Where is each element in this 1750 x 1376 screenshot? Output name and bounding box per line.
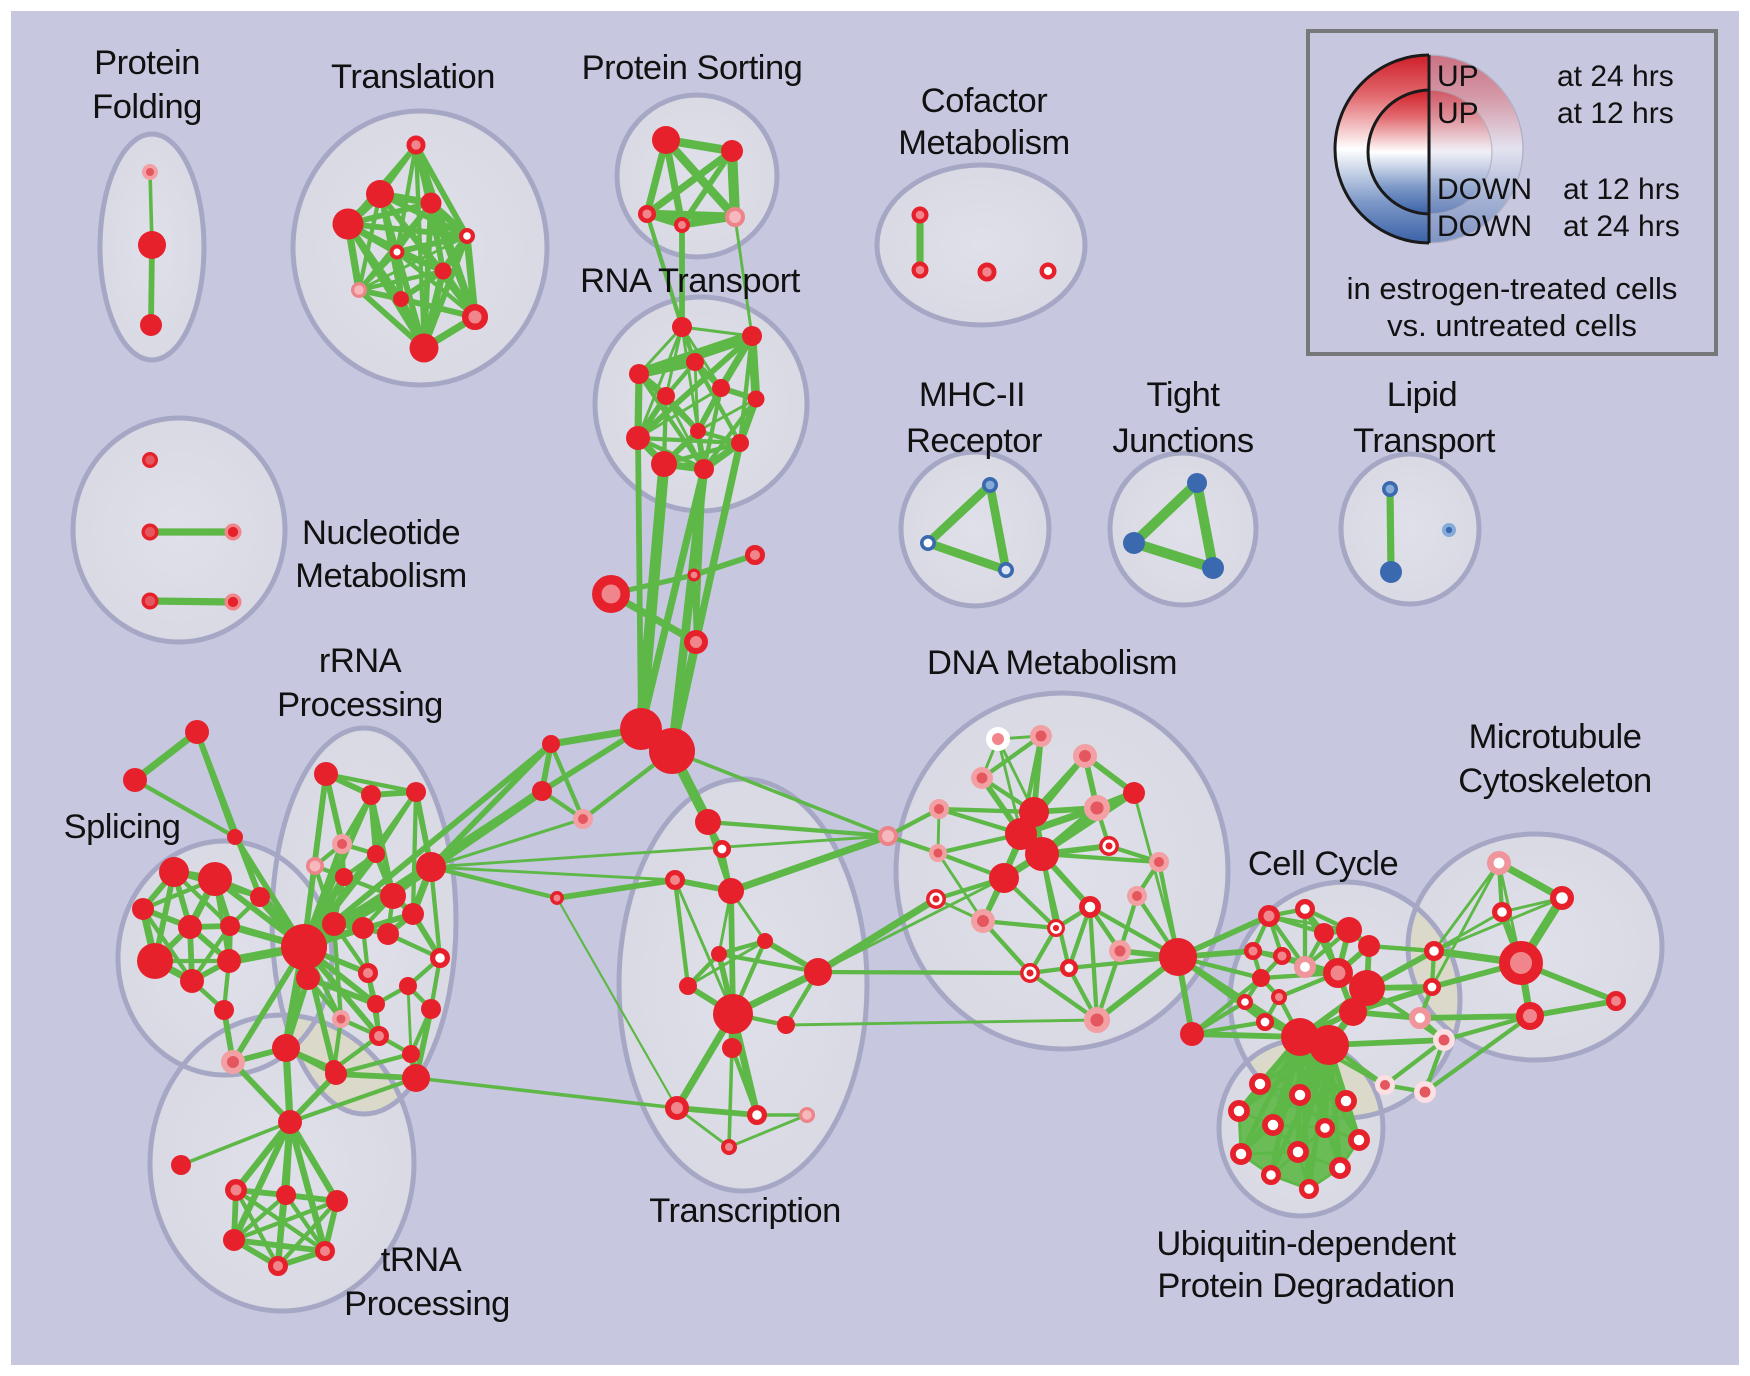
svg-text:Receptor: Receptor bbox=[906, 422, 1042, 460]
svg-text:UP: UP bbox=[1437, 97, 1479, 130]
svg-text:Transcription: Transcription bbox=[649, 1192, 841, 1230]
svg-text:at 24 hrs: at 24 hrs bbox=[1557, 60, 1674, 93]
svg-text:DNA Metabolism: DNA Metabolism bbox=[927, 644, 1177, 682]
svg-text:Folding: Folding bbox=[92, 88, 202, 126]
svg-text:MHC-II: MHC-II bbox=[919, 376, 1025, 414]
svg-text:Protein Degradation: Protein Degradation bbox=[1157, 1267, 1454, 1305]
svg-text:tRNA: tRNA bbox=[381, 1241, 462, 1279]
svg-text:Cell Cycle: Cell Cycle bbox=[1248, 845, 1398, 883]
svg-text:Splicing: Splicing bbox=[64, 808, 181, 846]
svg-text:Cytoskeleton: Cytoskeleton bbox=[1458, 762, 1651, 800]
svg-text:Junctions: Junctions bbox=[1112, 422, 1253, 460]
svg-text:Transport: Transport bbox=[1353, 422, 1496, 460]
svg-text:in estrogen-treated cells: in estrogen-treated cells bbox=[1347, 271, 1678, 306]
svg-text:Cofactor: Cofactor bbox=[921, 82, 1047, 120]
svg-text:Processing: Processing bbox=[344, 1285, 510, 1323]
svg-text:Metabolism: Metabolism bbox=[898, 124, 1069, 162]
svg-text:RNA Transport: RNA Transport bbox=[580, 262, 801, 300]
svg-text:at 24 hrs: at 24 hrs bbox=[1563, 210, 1680, 243]
svg-text:Nucleotide: Nucleotide bbox=[302, 514, 460, 552]
svg-text:Metabolism: Metabolism bbox=[295, 557, 466, 595]
svg-text:Microtubule: Microtubule bbox=[1469, 718, 1642, 756]
svg-text:UP: UP bbox=[1437, 60, 1479, 93]
svg-text:vs. untreated cells: vs. untreated cells bbox=[1387, 308, 1637, 343]
svg-text:Translation: Translation bbox=[331, 58, 495, 96]
svg-text:Ubiquitin-dependent: Ubiquitin-dependent bbox=[1156, 1225, 1456, 1263]
svg-text:at 12 hrs: at 12 hrs bbox=[1557, 97, 1674, 130]
svg-text:Lipid: Lipid bbox=[1387, 376, 1457, 414]
svg-text:Protein Sorting: Protein Sorting bbox=[582, 49, 803, 87]
svg-text:Protein: Protein bbox=[94, 44, 200, 82]
svg-text:rRNA: rRNA bbox=[319, 642, 402, 680]
svg-text:at 12 hrs: at 12 hrs bbox=[1563, 173, 1680, 206]
svg-text:Tight: Tight bbox=[1147, 376, 1221, 414]
svg-text:Processing: Processing bbox=[277, 686, 443, 724]
svg-text:DOWN: DOWN bbox=[1437, 173, 1532, 206]
svg-text:DOWN: DOWN bbox=[1437, 210, 1532, 243]
